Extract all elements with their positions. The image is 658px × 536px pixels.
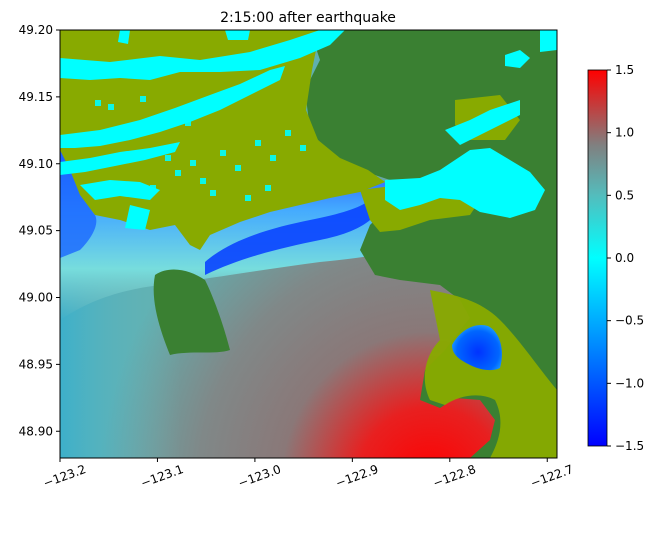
heatmap-area — [60, 30, 557, 458]
y-axis: 48.90 48.95 49.00 49.05 49.10 49.15 49.20 — [19, 23, 60, 438]
colorbar-tick-label: −1.0 — [615, 376, 644, 390]
y-tick-label: 48.95 — [19, 357, 53, 371]
y-tick-label: 49.20 — [19, 23, 53, 37]
water-north-bay — [60, 150, 400, 320]
colorbar-tick-label: 0.5 — [615, 188, 634, 202]
urban-pixels — [95, 96, 306, 201]
water-deep-blue-band — [205, 191, 382, 275]
x-tick-label: −123.0 — [236, 462, 283, 490]
x-tick-label: −123.1 — [139, 462, 186, 490]
colorbar-tick-label: 1.0 — [615, 126, 634, 140]
colorbar-bar — [587, 69, 608, 447]
colorbar-tick-label: 1.5 — [615, 63, 634, 77]
x-tick-label: −122.9 — [334, 462, 381, 490]
tidal-channels — [60, 30, 557, 230]
colorbar: −1.5 −1.0 −0.5 0.0 0.5 1.0 1.5 — [587, 63, 644, 453]
water-semiahmoo-bay — [452, 324, 502, 371]
chart-title: 2:15:00 after earthquake — [220, 10, 396, 26]
y-tick-label: 49.00 — [19, 291, 53, 305]
y-tick-label: 49.10 — [19, 157, 53, 171]
x-tick-label: −123.2 — [41, 462, 88, 490]
colorbar-tick-label: −1.5 — [615, 439, 644, 453]
colorbar-tick-label: −0.5 — [615, 314, 644, 328]
y-tick-label: 49.05 — [19, 224, 53, 238]
x-axis: −123.2 −123.1 −123.0 −122.9 −122.8 −122.7 — [41, 458, 575, 490]
plot-frame — [59, 29, 558, 459]
water-blue-west — [60, 150, 97, 258]
y-tick-label: 48.90 — [19, 424, 53, 438]
colorbar-tick-label: 0.0 — [615, 251, 634, 265]
y-tick-label: 49.15 — [19, 90, 53, 104]
x-tick-label: −122.7 — [529, 462, 576, 490]
colorbar-ticks: −1.5 −1.0 −0.5 0.0 0.5 1.0 1.5 — [607, 63, 644, 453]
x-tick-label: −122.8 — [431, 462, 478, 490]
